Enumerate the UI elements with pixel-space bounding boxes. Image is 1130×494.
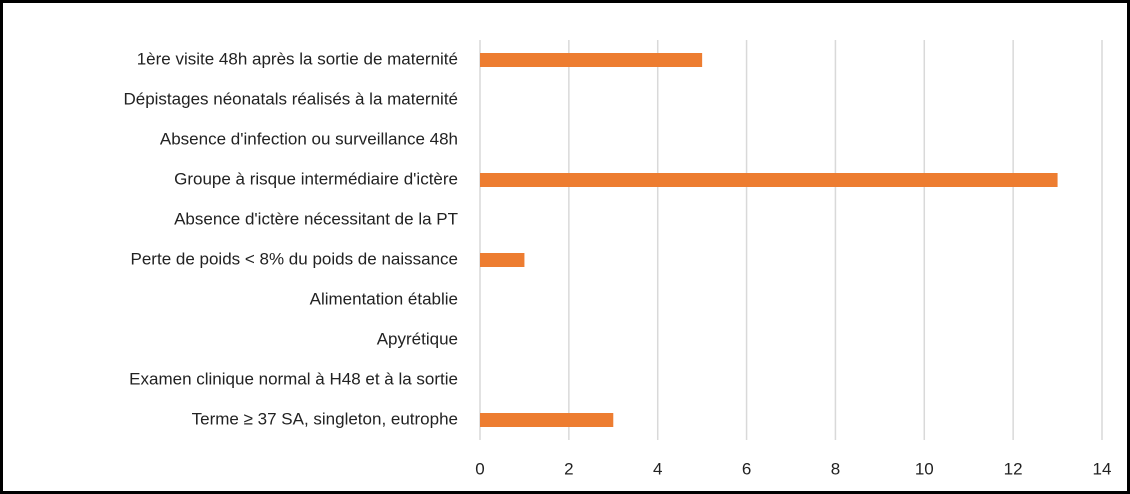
- x-tick-label: 4: [653, 459, 662, 478]
- y-tick-label: Perte de poids < 8% du poids de naissanc…: [131, 249, 458, 268]
- bar: [480, 173, 1058, 187]
- x-tick-label: 12: [1004, 459, 1023, 478]
- y-tick-label: Absence d'infection ou surveillance 48h: [160, 129, 458, 148]
- bar: [480, 253, 525, 267]
- x-tick-label: 8: [831, 459, 840, 478]
- y-tick-label: Groupe à risque intermédiaire d'ictère: [174, 169, 458, 188]
- y-tick-label: Terme ≥ 37 SA, singleton, eutrophe: [192, 409, 458, 428]
- y-tick-label: 1ère visite 48h après la sortie de mater…: [137, 49, 458, 68]
- y-tick-label: Dépistages néonatals réalisés à la mater…: [123, 89, 458, 108]
- bar: [480, 413, 614, 427]
- x-tick-label: 2: [564, 459, 573, 478]
- bar: [480, 53, 703, 67]
- y-tick-label: Absence d'ictère nécessitant de la PT: [174, 209, 458, 228]
- x-tick-label: 14: [1093, 459, 1112, 478]
- y-tick-label: Apyrétique: [377, 329, 458, 348]
- x-tick-label: 10: [915, 459, 934, 478]
- y-tick-label: Alimentation établie: [310, 289, 458, 308]
- y-tick-label: Examen clinique normal à H48 et à la sor…: [129, 369, 458, 388]
- x-tick-label: 6: [742, 459, 751, 478]
- x-tick-label: 0: [475, 459, 484, 478]
